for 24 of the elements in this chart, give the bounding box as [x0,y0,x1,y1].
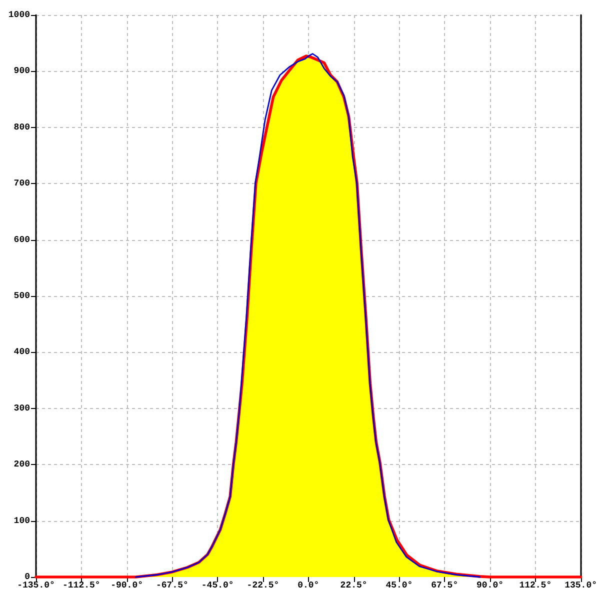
x-tick-label: -112.5° [62,580,100,590]
y-tick-label: 400 [14,347,30,358]
x-tick-label: -22.5° [246,580,280,590]
y-tick-label: 600 [14,234,30,245]
x-tick-label: -45.0° [201,580,234,590]
x-tick-label: 45.0° [386,580,413,590]
y-tick-label: 700 [14,178,30,189]
x-tick-label: 22.5° [340,580,368,590]
y-tick-label: 500 [14,291,30,301]
y-tick-label: 900 [14,66,30,76]
y-tick-label: 800 [14,122,30,132]
y-tick-label: 1000 [8,10,30,20]
y-tick-label: 100 [14,516,30,526]
x-tick-label: 112.5° [519,580,552,590]
x-tick-label: 0.0° [298,580,320,590]
y-tick-label: 200 [14,460,30,470]
y-tick-label: 300 [14,403,30,414]
x-tick-label: -67.5° [156,580,188,590]
y-tick-label: 0 [24,572,30,582]
x-tick-label: 135.0° [564,580,597,590]
x-tick-label: -135.0° [17,580,55,590]
x-tick-label: 67.5° [431,580,458,590]
x-tick-label: -90.0° [110,580,144,590]
x-tick-label: 90.0° [476,580,504,590]
